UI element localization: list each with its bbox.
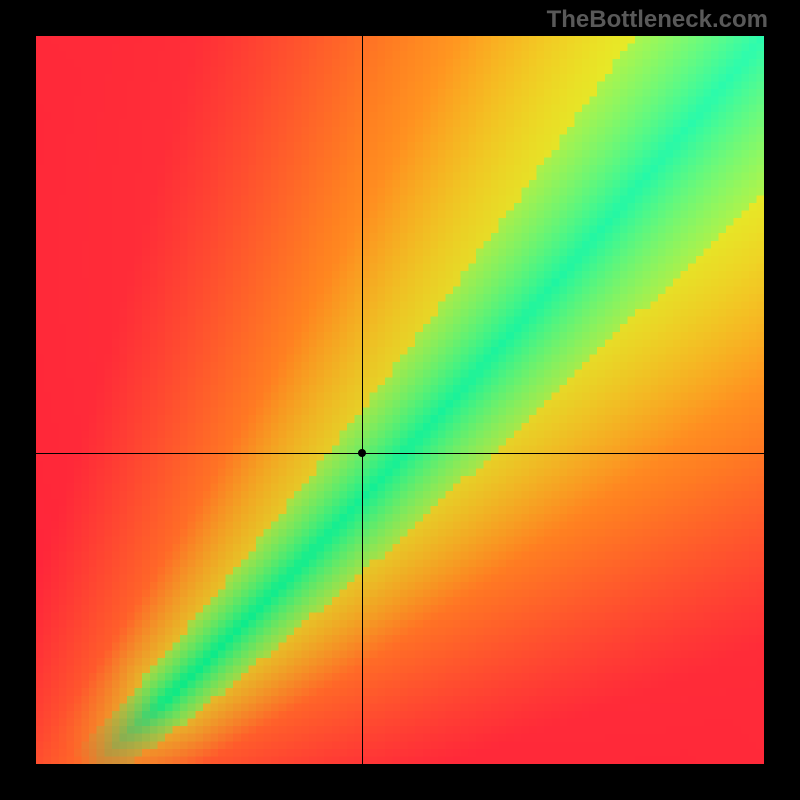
crosshair-horizontal — [36, 453, 764, 454]
watermark-text: TheBottleneck.com — [547, 6, 768, 34]
chart-container: TheBottleneck.com — [0, 0, 800, 800]
crosshair-vertical — [362, 36, 363, 764]
heatmap-canvas — [36, 36, 764, 764]
